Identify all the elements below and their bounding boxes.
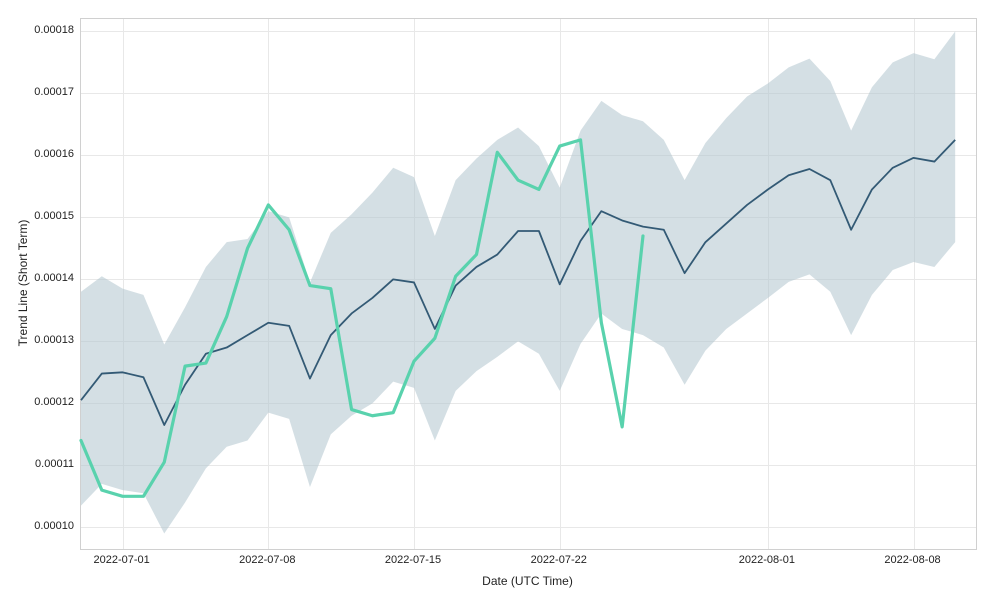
- x-tick-label: 2022-07-15: [385, 554, 441, 566]
- y-tick-label: 0.00018: [14, 24, 74, 36]
- y-tick-label: 0.00012: [14, 396, 74, 408]
- x-tick-label: 2022-07-08: [239, 554, 295, 566]
- y-tick-label: 0.00014: [14, 272, 74, 284]
- confidence-band: [81, 31, 955, 533]
- x-axis-title: Date (UTC Time): [468, 574, 588, 588]
- y-tick-label: 0.00011: [14, 458, 74, 470]
- y-tick-label: 0.00017: [14, 86, 74, 98]
- x-tick-label: 2022-08-08: [884, 554, 940, 566]
- x-tick-label: 2022-07-22: [531, 554, 587, 566]
- y-tick-label: 0.00013: [14, 334, 74, 346]
- chart-plot-area: [80, 18, 977, 550]
- y-tick-label: 0.00016: [14, 148, 74, 160]
- y-tick-label: 0.00015: [14, 210, 74, 222]
- x-tick-label: 2022-07-01: [93, 554, 149, 566]
- chart-svg: [81, 19, 976, 549]
- x-tick-label: 2022-08-01: [739, 554, 795, 566]
- y-tick-label: 0.00010: [14, 520, 74, 532]
